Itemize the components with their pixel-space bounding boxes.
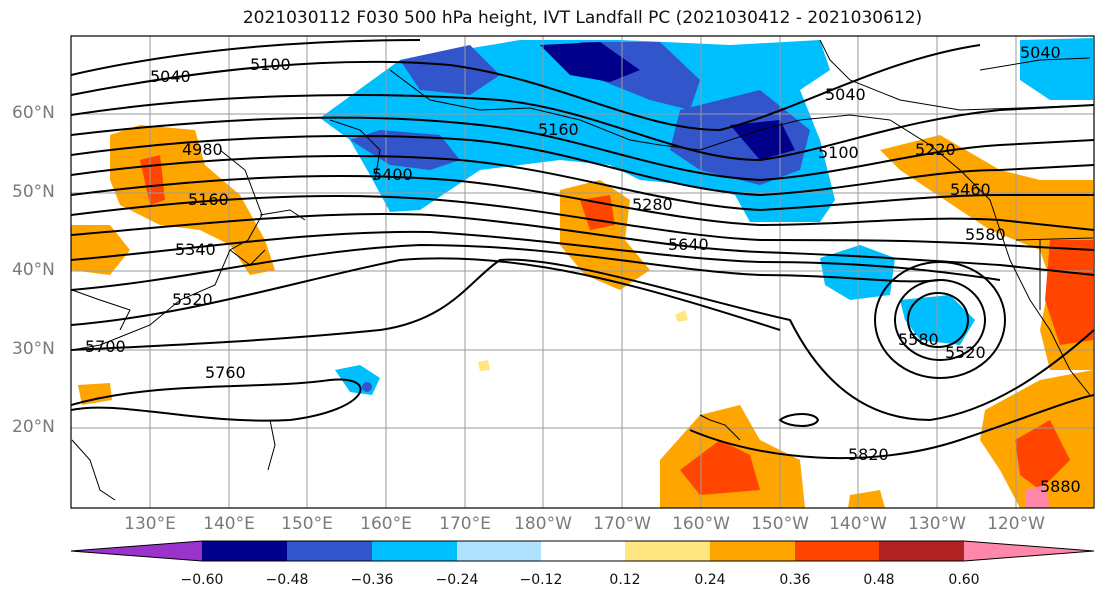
contour-label: 5580 <box>898 330 939 349</box>
colorbar-tick-label: 0.12 <box>609 572 641 588</box>
lat-label: 40°N <box>12 260 55 280</box>
contour-label: 5220 <box>915 140 956 159</box>
colorbar-segment <box>457 541 541 561</box>
graticule <box>71 36 1094 508</box>
lon-label: 160°E <box>360 514 412 534</box>
colorbar-tick-label: −0.24 <box>435 572 479 588</box>
coastlines <box>71 39 1094 501</box>
colorbar-tick-label: −0.12 <box>519 572 563 588</box>
colorbar-segment <box>964 541 1094 561</box>
colorbar-tick-label: 0.48 <box>863 572 895 588</box>
colorbar-tick-label: 0.24 <box>694 572 726 588</box>
lon-label: 150°W <box>751 514 809 534</box>
contour-label: 5040 <box>825 85 866 104</box>
colorbar-segment <box>287 541 372 561</box>
colorbar-segment <box>795 541 879 561</box>
lat-label: 30°N <box>12 339 55 359</box>
lon-label: 170°E <box>439 514 491 534</box>
colorbar-tick-label: 0.36 <box>779 572 811 588</box>
lon-label: 140°W <box>829 514 887 534</box>
lon-label: 140°E <box>203 514 255 534</box>
contour-label: 5820 <box>848 445 889 464</box>
contour-label: 5520 <box>945 343 986 362</box>
lat-label: 20°N <box>12 417 55 437</box>
contour-label: 5880 <box>1040 477 1081 496</box>
contour-label: 5700 <box>85 337 126 356</box>
lon-label: 180°W <box>514 514 572 534</box>
colorbar-segment <box>625 541 710 561</box>
colorbar-segment <box>710 541 795 561</box>
contour-label: 5760 <box>205 363 246 382</box>
contour-label: 5040 <box>150 67 191 86</box>
colorbar-tick-label: −0.60 <box>180 572 224 588</box>
contour-label: 5100 <box>250 55 291 74</box>
map-frame <box>70 35 1095 509</box>
colorbar-segment <box>71 541 202 561</box>
colorbar-tick-label: −0.48 <box>265 572 309 588</box>
lat-label: 60°N <box>12 103 55 123</box>
contour-label: 5280 <box>632 195 673 214</box>
colorbar-segment <box>879 541 964 561</box>
colorbar-segment <box>372 541 457 561</box>
contour-label: 5460 <box>950 180 991 199</box>
lon-label: 130°E <box>124 514 176 534</box>
lon-label: 120°W <box>987 514 1045 534</box>
contour-label: 5340 <box>175 240 216 259</box>
contour-label: 5400 <box>372 165 413 184</box>
positive-ivt-shading <box>71 125 1093 508</box>
colorbar-tick-label: 0.60 <box>948 572 980 588</box>
contour-label: 5040 <box>1020 43 1061 62</box>
colorbar-tick-label: −0.36 <box>350 572 394 588</box>
map-title: 2021030112 F030 500 hPa height, IVT Land… <box>242 8 923 28</box>
contour-label: 5640 <box>668 235 709 254</box>
contour-label: 5580 <box>965 225 1006 244</box>
lat-label: 50°N <box>12 182 55 202</box>
contour-label: 5160 <box>538 120 579 139</box>
lon-label: 170°W <box>593 514 651 534</box>
contour-label: 5520 <box>172 290 213 309</box>
contour-label: 5160 <box>188 190 229 209</box>
contour-label: 5100 <box>818 143 859 162</box>
lon-label: 150°E <box>281 514 333 534</box>
colorbar <box>70 540 1095 562</box>
height-contours <box>71 39 1094 460</box>
lon-label: 130°W <box>908 514 966 534</box>
colorbar-segment <box>202 541 287 561</box>
colorbar-segment <box>541 541 625 561</box>
contour-label: 4980 <box>182 140 223 159</box>
lon-label: 160°W <box>672 514 730 534</box>
